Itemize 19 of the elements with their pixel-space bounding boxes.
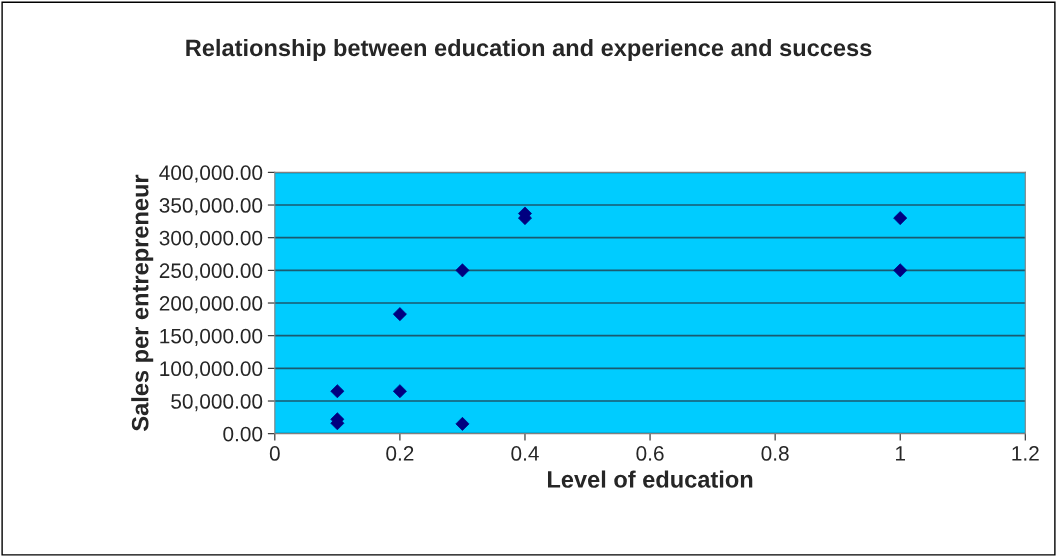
x-tick-label: 0.8 (761, 446, 789, 461)
y-tick-label: 100,000.00 (160, 361, 263, 379)
y-tick-label: 400,000.00 (159, 165, 263, 183)
y-tick-label: 300,000.00 (159, 230, 263, 248)
y-tick-label: 350,000.00 (159, 198, 263, 216)
y-axis-title: Sales per entrepreneur (131, 174, 154, 431)
y-tick-label: 50,000.00 (171, 394, 263, 412)
x-tick-label: 1 (896, 446, 905, 461)
x-tick-label: 1.2 (1012, 446, 1039, 461)
chart-title: Relationship between education and experience and success (186, 38, 872, 61)
x-tick-label: 0 (269, 446, 280, 461)
x-tick-label: 0.6 (636, 446, 664, 461)
x-tick-label: 0.2 (386, 446, 414, 461)
x-tick-label: 0.4 (511, 446, 539, 461)
y-tick-label: 250,000.00 (159, 263, 263, 281)
y-tick-label: 200,000.00 (159, 296, 263, 314)
y-tick-label: 150,000.00 (160, 328, 263, 346)
x-axis-title: Level of education (548, 470, 753, 488)
y-tick-label: 0.00 (223, 426, 263, 442)
